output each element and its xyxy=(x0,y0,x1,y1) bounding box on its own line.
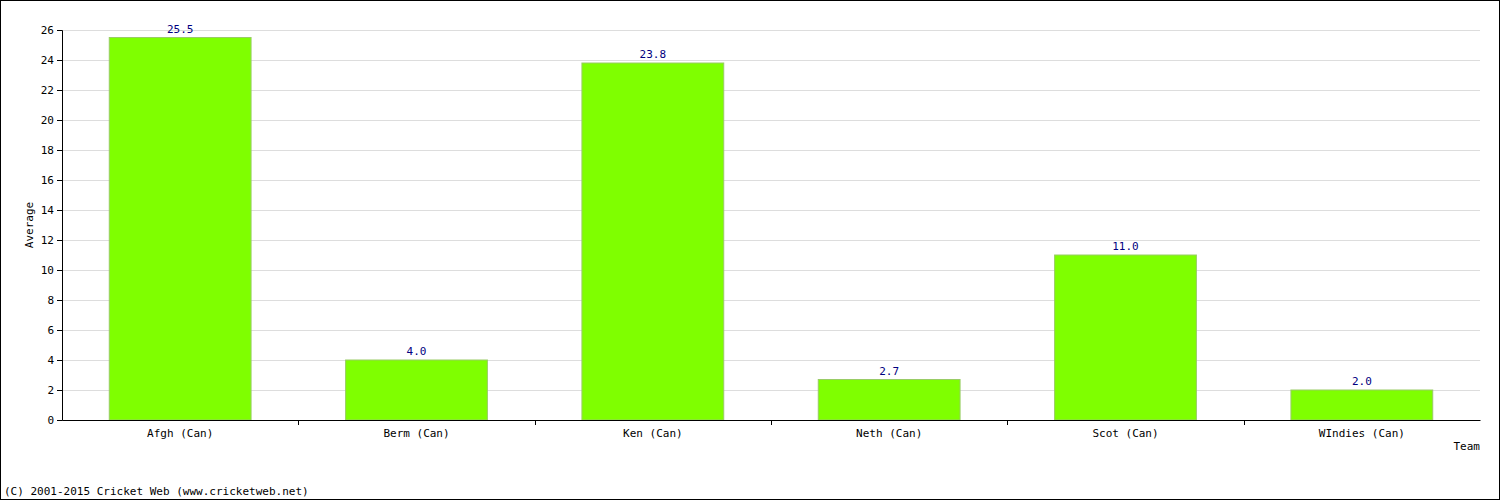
category-separator xyxy=(1007,420,1008,425)
y-tick-label: 20 xyxy=(41,114,54,127)
y-tick: 0 xyxy=(47,414,62,427)
y-tick: 6 xyxy=(47,324,62,337)
grid-line xyxy=(62,30,1480,31)
y-tick-mark xyxy=(57,180,62,181)
y-tick: 16 xyxy=(41,174,62,187)
bar xyxy=(818,380,960,421)
y-tick-label: 24 xyxy=(41,54,55,67)
y-tick-mark xyxy=(57,420,62,421)
bar xyxy=(1291,390,1433,420)
bars xyxy=(109,38,1432,421)
data-labels: 25.5 4.0 23.8 2.7 11.0 2.0 xyxy=(167,23,1372,389)
x-axis: Afgh (Can) Berm (Can) Ken (Can) Neth (Can) S… xyxy=(63,420,1481,440)
y-tick-label: 22 xyxy=(41,84,54,97)
x-tick-label: Neth (Can) xyxy=(856,427,922,440)
category-separator xyxy=(535,420,536,425)
frame xyxy=(1,1,1500,500)
x-tick-label: WIndies (Can) xyxy=(1319,427,1405,440)
grid-line xyxy=(62,300,1480,301)
grid-line xyxy=(62,180,1480,181)
y-tick-mark xyxy=(57,330,62,331)
y-tick-label: 26 xyxy=(41,24,54,37)
y-tick: 8 xyxy=(47,294,62,307)
bar xyxy=(346,360,488,420)
y-tick-mark xyxy=(57,60,62,61)
x-tick: Berm (Can) xyxy=(383,420,449,440)
y-tick-label: 12 xyxy=(41,234,54,247)
y-tick-mark xyxy=(57,390,62,391)
annotation: (C) 2001-2015 Cricket Web (www.cricketwe… xyxy=(4,485,309,498)
chart: 25.54.023.82.711.02.00246810121416182022… xyxy=(0,0,1500,500)
category-separator xyxy=(298,420,299,425)
y-tick-mark xyxy=(57,300,62,301)
grid-line xyxy=(62,90,1480,91)
x-axis-title: Team xyxy=(1454,440,1481,453)
y-tick-mark xyxy=(57,360,62,361)
x-tick: Afgh (Can) xyxy=(147,420,213,440)
x-tick: WIndies (Can) xyxy=(1319,420,1405,440)
y-tick-mark xyxy=(57,90,62,91)
bar xyxy=(109,38,251,421)
grid-line xyxy=(62,270,1480,271)
y-tick-label: 10 xyxy=(41,264,54,277)
x-tick-label: Scot (Can) xyxy=(1092,427,1158,440)
data-label: 25.5 xyxy=(167,23,194,36)
data-label: 4.0 xyxy=(407,345,427,358)
y-tick: 24 xyxy=(41,54,62,67)
y-tick-label: 6 xyxy=(47,324,54,337)
y-tick-label: 14 xyxy=(41,204,55,217)
y-tick-mark xyxy=(57,270,62,271)
y-tick-label: 18 xyxy=(41,144,54,157)
y-tick-mark xyxy=(57,150,62,151)
x-tick-label: Berm (Can) xyxy=(383,427,449,440)
grid-line xyxy=(62,60,1480,61)
grid-line xyxy=(62,390,1480,391)
y-tick-mark xyxy=(57,120,62,121)
x-tick: Ken (Can) xyxy=(623,420,683,440)
x-tick: Scot (Can) xyxy=(1092,420,1158,440)
y-tick: 26 xyxy=(41,24,62,37)
grid-line xyxy=(62,360,1480,361)
y-tick-mark xyxy=(57,240,62,241)
y-axis-line xyxy=(57,31,63,421)
grid xyxy=(62,31,1480,421)
grid-line xyxy=(62,120,1480,121)
y-tick: 12 xyxy=(41,234,62,247)
y-tick-label: 2 xyxy=(47,384,54,397)
bar xyxy=(582,63,724,420)
bar xyxy=(1055,255,1197,420)
y-tick: 14 xyxy=(41,204,62,217)
x-tick-label: Afgh (Can) xyxy=(147,427,213,440)
data-label: 23.8 xyxy=(640,48,667,61)
y-axis-title: Average xyxy=(23,202,36,248)
y-tick: 18 xyxy=(41,144,62,157)
y-tick: 10 xyxy=(41,264,62,277)
y-tick-mark xyxy=(57,210,62,211)
data-label: 2.7 xyxy=(879,365,899,378)
y-tick-label: 16 xyxy=(41,174,54,187)
y-axis: 02468101214161820222426 xyxy=(41,24,63,427)
y-tick: 22 xyxy=(41,84,62,97)
x-tick-label: Ken (Can) xyxy=(623,427,683,440)
y-tick: 2 xyxy=(47,384,62,397)
y-tick-mark xyxy=(57,30,62,31)
grid-line xyxy=(62,240,1480,241)
x-tick: Neth (Can) xyxy=(856,420,922,440)
y-tick-label: 4 xyxy=(47,354,54,367)
data-label: 11.0 xyxy=(1112,240,1139,253)
grid-line xyxy=(62,210,1480,211)
grid-line xyxy=(62,330,1480,331)
y-tick: 4 xyxy=(47,354,62,367)
y-tick: 20 xyxy=(41,114,62,127)
y-tick-label: 8 xyxy=(47,294,54,307)
y-tick-label: 0 xyxy=(47,414,54,427)
data-label: 2.0 xyxy=(1352,375,1372,388)
category-separator xyxy=(771,420,772,425)
category-separator xyxy=(1244,420,1245,425)
grid-line xyxy=(62,150,1480,151)
